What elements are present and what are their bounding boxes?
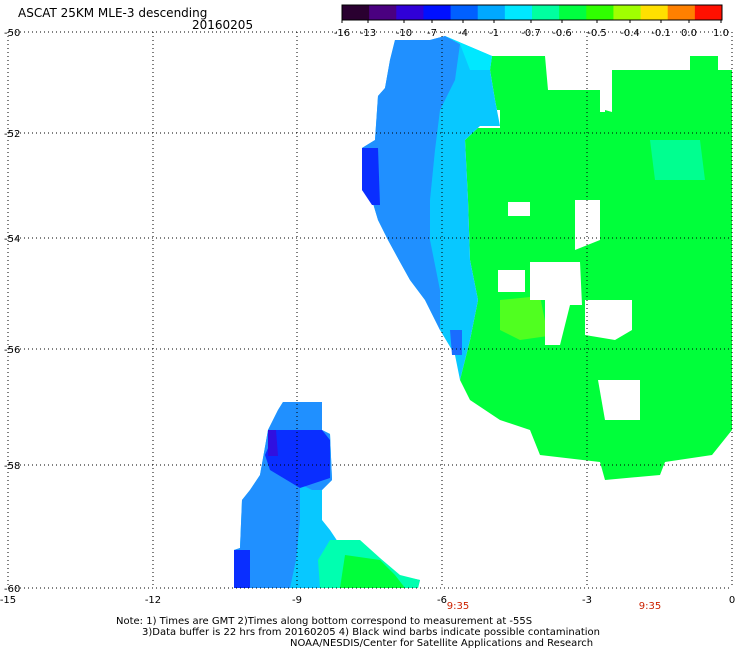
lon-label: 0 <box>729 595 735 606</box>
dark-blue-strip <box>362 148 380 205</box>
data-gap <box>598 380 640 420</box>
colorbar-segment <box>396 5 424 20</box>
colorbar-label: -16 <box>334 28 350 39</box>
blue-patch <box>450 330 462 355</box>
note-line-2: 3)Data buffer is 22 hrs from 20160205 4)… <box>142 627 600 638</box>
colorbar-segment <box>586 5 614 20</box>
colorbar-label: -0.1 <box>651 28 671 39</box>
lat-label: -50 <box>4 28 20 39</box>
map-date: 20160205 <box>192 18 254 32</box>
data-gap <box>585 300 632 340</box>
data-gap <box>530 262 582 345</box>
data-gap <box>508 202 530 216</box>
lat-label: -52 <box>4 129 20 140</box>
colorbar-label: -0.6 <box>552 28 572 39</box>
colorbar-segment <box>667 5 696 20</box>
green-wind-swath <box>460 56 732 480</box>
colorbar-label: -10 <box>396 28 412 39</box>
lon-label: -3 <box>582 595 592 606</box>
colorbar-segment <box>477 5 506 20</box>
lon-label: -12 <box>145 595 161 606</box>
colorbar-label: -0.5 <box>587 28 607 39</box>
colorbar-label: -1 <box>489 28 499 39</box>
lat-label: -58 <box>4 461 20 472</box>
colorbar-segment <box>640 5 669 20</box>
map-title: ASCAT 25KM MLE-3 descending <box>18 6 208 20</box>
note-line-1: Note: 1) Times are GMT 2)Times along bot… <box>116 616 533 627</box>
lon-label: -6 <box>437 595 447 606</box>
note-line-3: NOAA/NESDIS/Center for Satellite Applica… <box>290 638 594 649</box>
lon-label: -15 <box>0 595 16 606</box>
data-gap <box>498 270 525 292</box>
colorbar-label: -13 <box>360 28 376 39</box>
sw-purple-patch <box>268 430 278 456</box>
lat-label: -56 <box>4 345 20 356</box>
colorbar-segment <box>342 5 370 20</box>
lime-wind-patch <box>500 296 548 340</box>
data-gap <box>548 56 605 112</box>
colorbar-segment <box>532 5 560 20</box>
light-cyan-edge <box>445 36 492 70</box>
colorbar-segment <box>369 5 397 20</box>
colorbar-label: 1.0 <box>713 28 729 39</box>
colorbar-frame <box>341 4 723 21</box>
colorbar-label: -7 <box>427 28 437 39</box>
sw-green-tail <box>340 555 405 588</box>
lon-label: -9 <box>292 595 302 606</box>
sw-dark-edge <box>234 550 250 588</box>
aqua-tint <box>650 140 705 180</box>
colorbar-segment <box>423 5 452 20</box>
time-label: 9:35 <box>639 601 661 612</box>
colorbar-segment <box>559 5 587 20</box>
colorbar-segment <box>450 5 479 20</box>
colorbar-segment <box>504 5 533 20</box>
colorbar-label: -4 <box>458 28 468 39</box>
sw-dark-blue-core <box>265 430 330 488</box>
colorbar-segment <box>613 5 642 20</box>
blue-wind-band <box>362 36 460 330</box>
colorbar-label: -0.7 <box>521 28 541 39</box>
time-label: 9:35 <box>447 601 469 612</box>
lat-label: -60 <box>4 584 20 595</box>
colorbar-segment <box>694 5 723 20</box>
colorbar-label: 0.0 <box>681 28 697 39</box>
colorbar-label: -0.4 <box>620 28 640 39</box>
lat-label: -54 <box>4 234 20 245</box>
data-gap <box>612 56 690 70</box>
